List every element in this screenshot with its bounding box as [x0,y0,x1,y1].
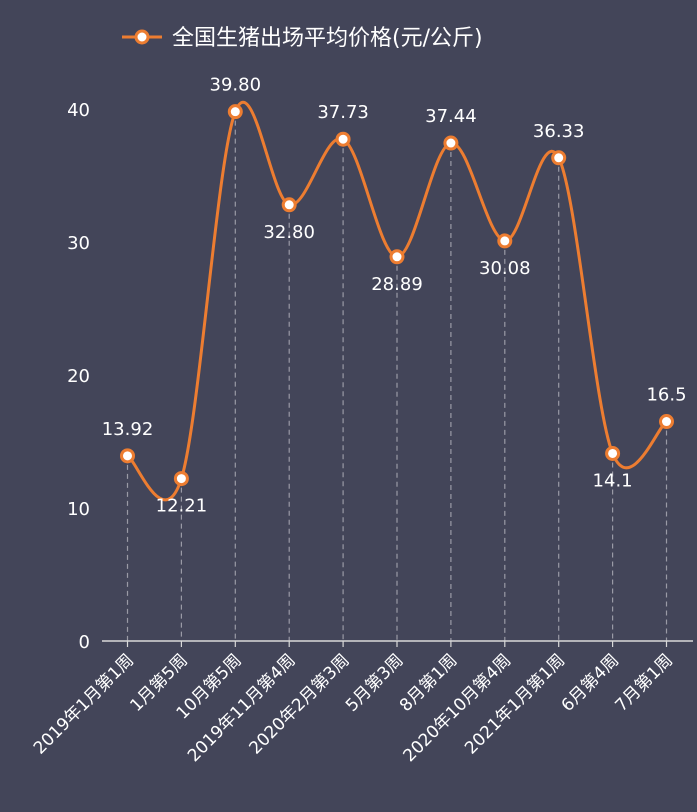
data-point [227,104,243,120]
data-label: 39.80 [210,75,262,96]
x-axis-ticks [126,641,668,647]
y-axis-ticks: 0 10 20 30 40 [67,100,90,653]
data-point [173,471,189,487]
legend: 全国生猪出场平均价格(元/公斤) [122,26,483,51]
x-category-label: 6月第4周 [558,650,624,716]
drop-lines [126,111,668,641]
data-point [281,197,297,213]
data-label: 14.1 [593,470,633,491]
x-category-label: 5月第3周 [342,650,408,716]
data-label: 32.80 [263,222,315,243]
data-labels: 13.92 12.21 39.80 32.80 37.73 28.89 37.44 30.08… [102,75,687,517]
data-point [605,445,621,461]
data-label: 36.33 [533,121,585,142]
data-label: 28.89 [371,274,423,295]
data-label: 16.5 [646,385,686,406]
x-category-label: 7月第1周 [612,650,678,716]
data-point [443,135,459,151]
y-tick-label: 30 [67,233,90,254]
y-tick-label: 0 [79,632,90,653]
data-label: 12.21 [156,496,208,517]
data-points [120,104,674,487]
data-point [551,150,567,166]
data-point [335,131,351,147]
legend-label: 全国生猪出场平均价格(元/公斤) [172,26,483,51]
legend-marker-swatch [134,29,150,45]
data-point [389,249,405,265]
y-tick-label: 20 [67,366,90,387]
x-category-label: 2019年1月第1周 [30,650,138,758]
data-label: 13.92 [102,419,154,440]
data-label: 30.08 [479,258,531,279]
x-category-label: 2021年1月第1周 [461,650,569,758]
data-label: 37.44 [425,106,477,127]
y-tick-label: 40 [67,100,90,121]
x-axis-labels: 2019年1月第1周1月第5周10月第5周2019年11月第4周2020年2月第… [30,650,677,766]
data-label: 37.73 [317,102,369,123]
data-point [120,448,135,464]
data-point [497,233,513,249]
y-tick-label: 10 [67,499,90,520]
data-point [659,414,674,430]
x-category-label: 2020年2月第3周 [246,650,354,758]
